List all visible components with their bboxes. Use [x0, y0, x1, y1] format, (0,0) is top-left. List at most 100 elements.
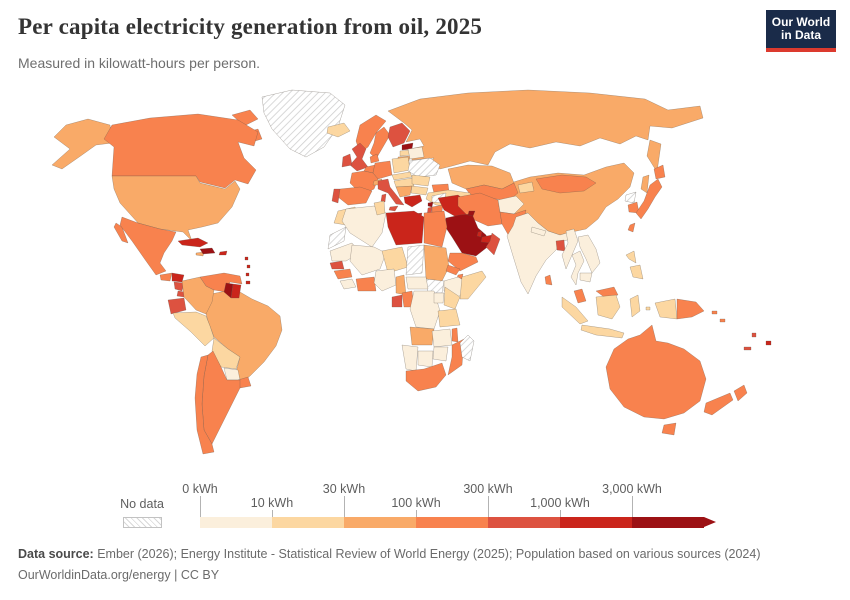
country-greenland[interactable]: [261, 89, 346, 158]
country-bangladesh[interactable]: [555, 239, 566, 252]
legend-no-data-swatch[interactable]: [123, 517, 162, 528]
legend-no-data-label[interactable]: No data: [120, 497, 164, 511]
country-trinidad-and-tobago[interactable]: [245, 280, 251, 285]
country-portugal[interactable]: [331, 188, 341, 204]
country-solomon-islands[interactable]: [719, 318, 726, 323]
country-malaysia[interactable]: [573, 288, 587, 304]
country-kuwait[interactable]: [467, 210, 476, 217]
country-new-zealand[interactable]: [733, 384, 748, 402]
country-venezuela[interactable]: [199, 272, 243, 293]
country-mali[interactable]: [349, 244, 387, 276]
country-fiji[interactable]: [765, 340, 772, 346]
country-denmark[interactable]: [369, 153, 380, 164]
country-united-states[interactable]: [51, 118, 113, 170]
country-italy[interactable]: [380, 193, 387, 203]
country-nigeria[interactable]: [373, 268, 397, 292]
country-sweden[interactable]: [369, 126, 391, 160]
country-egypt[interactable]: [423, 210, 448, 248]
country-tanzania[interactable]: [437, 308, 461, 328]
country-bolivia[interactable]: [211, 337, 241, 370]
owid-energy-link[interactable]: OurWorldinData.org/energy: [18, 568, 171, 582]
country-chile[interactable]: [194, 354, 215, 455]
country-taiwan[interactable]: [627, 222, 636, 233]
country-dominican-republic[interactable]: [199, 247, 216, 255]
country-jamaica[interactable]: [195, 251, 205, 257]
owid-logo[interactable]: Our World in Data: [766, 10, 836, 52]
country-honduras[interactable]: [171, 272, 185, 283]
country-saint-lucia[interactable]: [246, 264, 251, 269]
country-namibia[interactable]: [401, 344, 419, 372]
country-afghanistan[interactable]: [497, 195, 525, 215]
country-myanmar[interactable]: [561, 228, 579, 270]
country-zambia[interactable]: [431, 328, 453, 348]
country-qatar[interactable]: [476, 230, 483, 238]
country-kazakhstan[interactable]: [447, 164, 515, 190]
country-vanuatu[interactable]: [751, 332, 757, 338]
country-japan[interactable]: [635, 178, 663, 220]
country-puerto-rico[interactable]: [218, 250, 228, 256]
country-niger[interactable]: [381, 246, 409, 274]
country-greece[interactable]: [403, 194, 423, 208]
country-cameroon[interactable]: [395, 274, 407, 296]
country-liberia[interactable]: [339, 278, 357, 290]
legend-bin-b5[interactable]: [488, 517, 560, 528]
country-ireland[interactable]: [341, 153, 353, 168]
country-italy[interactable]: [388, 205, 399, 212]
country-philippines[interactable]: [629, 264, 644, 280]
country-uganda[interactable]: [433, 292, 445, 304]
country-italy[interactable]: [377, 178, 405, 206]
country-mexico[interactable]: [119, 216, 177, 276]
country-cuba[interactable]: [177, 237, 209, 248]
country-indonesia[interactable]: [595, 294, 621, 320]
country-bulgaria[interactable]: [410, 185, 429, 196]
country-western-sahara[interactable]: [327, 226, 347, 250]
country-india[interactable]: [506, 212, 574, 295]
legend-bin-b2[interactable]: [272, 517, 344, 528]
country-libya[interactable]: [385, 210, 425, 246]
country-malaysia[interactable]: [595, 286, 619, 298]
country-tunisia[interactable]: [373, 200, 386, 216]
country-poland[interactable]: [391, 156, 411, 174]
country-kyrgyzstan[interactable]: [517, 181, 535, 194]
country-philippines[interactable]: [625, 250, 637, 264]
country-north-korea[interactable]: [624, 191, 637, 204]
country-finland[interactable]: [387, 122, 411, 148]
country-belarus[interactable]: [407, 146, 425, 160]
country-romania[interactable]: [411, 174, 431, 187]
country-oman[interactable]: [485, 232, 501, 256]
world-map[interactable]: [0, 85, 850, 480]
country-sri-lanka[interactable]: [544, 274, 553, 286]
country-ecuador[interactable]: [167, 297, 187, 315]
country-guinea[interactable]: [333, 268, 353, 280]
country-indonesia[interactable]: [654, 298, 678, 320]
country-australia[interactable]: [605, 324, 707, 420]
country-madagascar[interactable]: [459, 334, 475, 362]
country-guatemala[interactable]: [159, 272, 173, 282]
country-mongolia[interactable]: [535, 174, 597, 194]
country-indonesia[interactable]: [580, 324, 625, 339]
country-indonesia[interactable]: [561, 296, 589, 325]
country-gabon[interactable]: [391, 294, 403, 308]
country-malawi[interactable]: [451, 327, 459, 343]
country-croatia[interactable]: [395, 185, 413, 198]
country-angola[interactable]: [409, 326, 435, 346]
country-lebanon[interactable]: [427, 201, 434, 208]
legend-bin-b3[interactable]: [344, 517, 416, 528]
country-ghana[interactable]: [355, 276, 377, 292]
country-hungary[interactable]: [393, 177, 415, 188]
country-spain[interactable]: [337, 186, 373, 206]
country-vietnam[interactable]: [577, 234, 601, 274]
country-zimbabwe[interactable]: [432, 346, 449, 362]
country-central-african-republic[interactable]: [405, 276, 429, 290]
country-suriname[interactable]: [230, 283, 242, 299]
country-ukraine[interactable]: [407, 157, 441, 178]
country-norway[interactable]: [355, 114, 387, 154]
country-sudan[interactable]: [423, 244, 450, 282]
country-solomon-islands[interactable]: [711, 310, 718, 315]
country-iceland[interactable]: [326, 122, 351, 138]
country-japan[interactable]: [653, 164, 666, 180]
country-nepal[interactable]: [530, 226, 547, 237]
legend-bin-b7[interactable]: [632, 517, 704, 528]
country-nicaragua[interactable]: [173, 281, 185, 292]
country-cambodia[interactable]: [579, 272, 593, 283]
